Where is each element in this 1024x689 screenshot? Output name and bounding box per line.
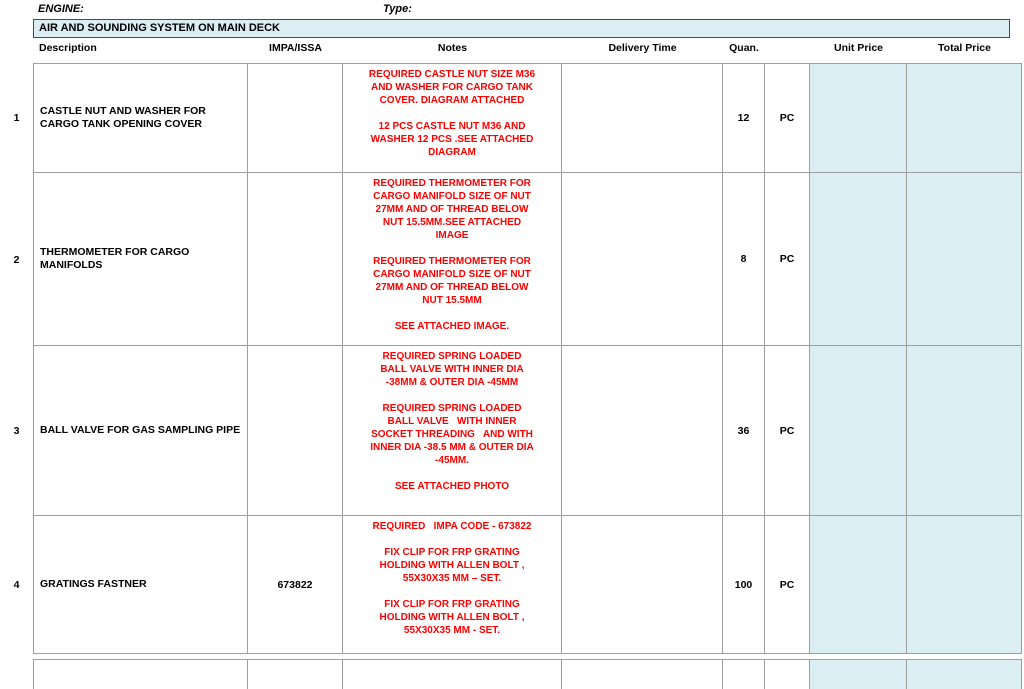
notes-cell: REQUIRED THERMOMETER FOR CARGO MANIFOLD … [343, 173, 562, 346]
row-number [0, 659, 33, 689]
row-number: 2 [13, 253, 20, 266]
row-number: 1 [13, 112, 20, 124]
delivery-time-cell [562, 659, 723, 689]
description-cell [33, 659, 248, 689]
table-row: 3 BALL VALVE FOR GAS SAMPLING PIPE REQUI… [0, 346, 1022, 516]
table-row: 2 THERMOMETER FOR CARGO MANIFOLDS REQUIR… [0, 173, 1022, 346]
col-header-delivery-time: Delivery Time [608, 42, 677, 54]
unit-price-cell [810, 346, 907, 516]
description-cell: THERMOMETER FOR CARGO MANIFOLDS [33, 173, 248, 346]
column-header-row: Description IMPA/ISSA Notes Delivery Tim… [33, 42, 1022, 54]
delivery-time-cell [562, 346, 723, 516]
description-cell: CASTLE NUT AND WASHER FOR CARGO TANK OPE… [33, 63, 248, 173]
impa-issa-cell [248, 63, 343, 173]
delivery-time-cell [562, 516, 723, 654]
total-price-cell [907, 63, 1022, 173]
quantity-cell: 12 [723, 63, 765, 173]
impa-issa-cell [248, 659, 343, 689]
total-price-cell [907, 173, 1022, 346]
col-header-quantity: Quan. [729, 42, 759, 54]
quantity-cell: 36 [723, 346, 765, 516]
description-cell: GRATINGS FASTNER [33, 516, 248, 654]
unit-cell: PC [765, 63, 810, 173]
table-row-partial [0, 659, 1022, 689]
delivery-time-cell [562, 173, 723, 346]
col-header-description: Description [39, 42, 97, 54]
table-row: 4 GRATINGS FASTNER 673822 REQUIRED IMPA … [0, 516, 1022, 654]
notes-cell: REQUIRED CASTLE NUT SIZE M36 AND WASHER … [343, 63, 562, 173]
quantity-cell: 100 [723, 516, 765, 654]
unit-cell [765, 659, 810, 689]
col-header-notes: Notes [437, 42, 468, 54]
col-header-unit [765, 42, 810, 54]
unit-price-cell [810, 63, 907, 173]
delivery-time-cell [562, 63, 723, 173]
impa-issa-cell: 673822 [248, 516, 343, 654]
unit-price-cell [810, 659, 907, 689]
type-label: Type: [383, 3, 412, 15]
section-title-banner: AIR AND SOUNDING SYSTEM ON MAIN DECK [33, 19, 1010, 38]
row-number: 3 [13, 425, 20, 437]
impa-issa-cell [248, 346, 343, 516]
notes-cell: REQUIRED SPRING LOADED BALL VALVE WITH I… [343, 346, 562, 516]
total-price-cell [907, 659, 1022, 689]
quantity-cell: 8 [723, 173, 765, 346]
engine-label: ENGINE: [38, 3, 84, 15]
total-price-cell [907, 516, 1022, 654]
notes-cell: REQUIRED IMPA CODE - 673822 FIX CLIP FOR… [343, 516, 562, 654]
table-row: 1 CASTLE NUT AND WASHER FOR CARGO TANK O… [0, 63, 1022, 173]
description-cell: BALL VALVE FOR GAS SAMPLING PIPE [33, 346, 248, 516]
notes-cell [343, 659, 562, 689]
unit-cell: PC [765, 173, 810, 346]
total-price-cell [907, 346, 1022, 516]
col-header-total-price: Total Price [938, 42, 991, 54]
quantity-cell [723, 659, 765, 689]
unit-cell: PC [765, 346, 810, 516]
col-header-unit-price: Unit Price [833, 42, 883, 54]
unit-price-cell [810, 516, 907, 654]
unit-price-cell [810, 173, 907, 346]
unit-cell: PC [765, 516, 810, 654]
items-table: 1 CASTLE NUT AND WASHER FOR CARGO TANK O… [0, 63, 1022, 689]
row-number: 4 [13, 579, 20, 591]
impa-issa-cell [248, 173, 343, 346]
col-header-impa-issa: IMPA/ISSA [269, 42, 322, 54]
